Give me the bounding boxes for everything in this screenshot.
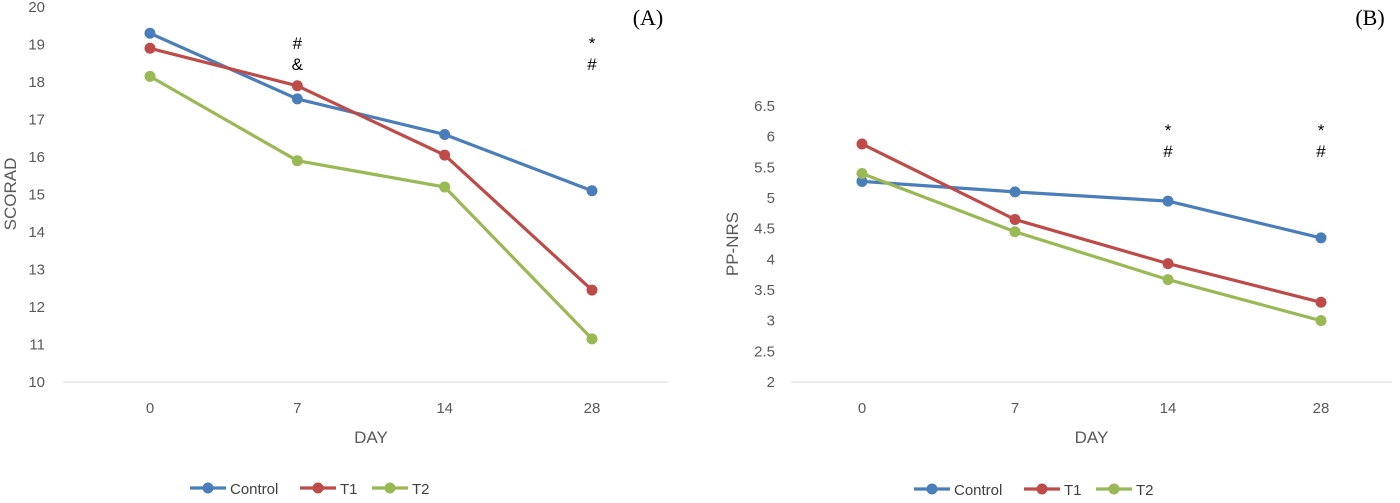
significance-marker: #: [1163, 142, 1173, 161]
chart-panel-a: 10 11 12 13 14 15 16 17 18 19 20 0 7 14 28 DAY SCORAD (A)…: [1, 0, 668, 498]
y-tick-label: 13: [28, 262, 45, 279]
data-point-control: [291, 93, 303, 105]
y-tick-label: 11: [29, 337, 45, 354]
legend-label-control: Control: [954, 482, 1002, 499]
x-tick-label: 14: [1160, 400, 1177, 417]
data-point-t2: [856, 167, 868, 179]
data-point-t1: [1315, 296, 1327, 308]
chart-panel-b: 2 2.5 3 3.5 4 4.5 5 5.5 6 6.5 0 7 14 28 DAY PP-NRS (B) * #…: [723, 5, 1392, 499]
y-tick-label: 19: [28, 37, 45, 54]
data-point-control: [1009, 186, 1021, 198]
legend-marker-control: [202, 482, 214, 494]
significance-marker: &: [292, 55, 304, 74]
data-point-t2: [291, 155, 303, 167]
legend-marker-t2: [384, 482, 396, 494]
y-tick-label: 16: [28, 149, 45, 166]
panel-label: (B): [1355, 5, 1384, 30]
data-point-t1: [439, 149, 451, 161]
y-tick-label: 18: [28, 74, 45, 91]
significance-marker: *: [589, 34, 596, 53]
x-tick-label: 0: [858, 400, 866, 417]
x-tick-label: 7: [1011, 400, 1019, 417]
significance-marker: *: [1318, 121, 1325, 140]
legend-marker-control: [926, 483, 938, 495]
y-axis-title: PP-NRS: [723, 212, 742, 276]
significance-marker: #: [293, 34, 303, 53]
data-point-t2: [1009, 226, 1021, 238]
y-tick-label: 15: [28, 187, 45, 204]
x-tick-label: 28: [1313, 400, 1330, 417]
series-line-control: [860, 179, 1323, 240]
legend-label-t1: T1: [340, 481, 358, 498]
y-tick-label: 5.5: [754, 159, 775, 176]
y-tick-label: 3.5: [754, 282, 775, 299]
data-point-t1: [586, 284, 598, 296]
data-point-control: [586, 185, 598, 197]
data-point-control: [439, 129, 451, 140]
x-tick-label: 7: [293, 400, 301, 417]
y-tick-label: 12: [28, 299, 45, 316]
data-point-control: [1315, 232, 1327, 244]
data-point-t2: [1315, 315, 1327, 327]
legend-marker-t1: [312, 482, 324, 494]
legend: Control T1 T2: [914, 482, 1154, 499]
y-tick-label: 20: [28, 0, 45, 16]
y-tick-label: 4: [767, 251, 775, 268]
y-tick-label: 10: [28, 374, 45, 391]
y-tick-label: 6.5: [754, 98, 775, 115]
series-line-control: [148, 31, 594, 193]
significance-marker: #: [1316, 142, 1326, 161]
significance-marker: #: [587, 55, 597, 74]
legend: Control T1 T2: [190, 481, 430, 498]
y-tick-label: 3: [767, 313, 775, 330]
legend-marker-t2: [1108, 483, 1120, 495]
x-axis-title: DAY: [1075, 428, 1109, 447]
legend-label-t1: T1: [1064, 482, 1082, 499]
y-tick-label: 14: [28, 224, 45, 241]
legend-label-t2: T2: [412, 481, 430, 498]
series-line-t2: [148, 74, 594, 341]
x-tick-label: 14: [436, 400, 453, 417]
y-axis-title: SCORAD: [1, 158, 20, 231]
x-tick-label: 28: [584, 400, 601, 417]
series-line-t2: [860, 171, 1323, 323]
data-point-t1: [144, 42, 156, 54]
x-axis-title: DAY: [354, 428, 388, 447]
y-tick-label: 2.5: [754, 343, 775, 360]
y-tick-label: 5: [767, 190, 775, 207]
data-point-control: [856, 175, 868, 187]
data-point-t2: [144, 70, 156, 82]
series-line-t1: [860, 142, 1323, 304]
data-point-t1: [856, 138, 868, 150]
data-point-t1: [1162, 258, 1174, 270]
data-point-t2: [439, 181, 451, 193]
legend-label-control: Control: [230, 481, 278, 498]
y-tick-label: 4.5: [754, 221, 775, 238]
data-point-control: [1162, 195, 1174, 207]
y-tick-label: 17: [28, 112, 45, 129]
panel-label: (A): [633, 5, 664, 30]
data-point-t1: [1009, 213, 1021, 225]
data-point-t2: [1162, 274, 1174, 286]
significance-marker: *: [1165, 121, 1172, 140]
y-tick-label: 6: [767, 129, 775, 146]
y-tick-label: 2: [767, 374, 775, 391]
x-tick-label: 0: [146, 400, 154, 417]
data-point-t1: [291, 80, 303, 92]
legend-marker-t1: [1036, 483, 1048, 495]
data-point-t2: [586, 333, 598, 345]
data-point-control: [144, 27, 156, 39]
legend-label-t2: T2: [1136, 482, 1154, 499]
series-line-t1: [148, 46, 594, 292]
